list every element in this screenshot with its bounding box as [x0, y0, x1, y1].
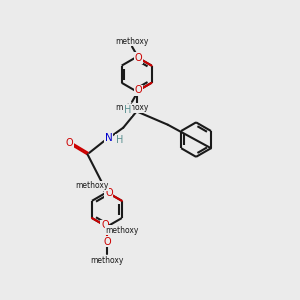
Text: O: O	[105, 188, 113, 198]
Text: H: H	[116, 135, 123, 145]
Text: methoxy: methoxy	[90, 256, 124, 265]
Text: H: H	[124, 105, 131, 115]
Text: O: O	[135, 85, 142, 95]
Text: methoxy: methoxy	[106, 226, 139, 235]
Text: O: O	[66, 138, 74, 148]
Text: methoxy: methoxy	[75, 181, 108, 190]
Text: O: O	[135, 53, 142, 63]
Text: N: N	[104, 133, 112, 143]
Text: O: O	[103, 236, 111, 247]
Text: methoxy: methoxy	[115, 103, 149, 112]
Text: O: O	[101, 220, 109, 230]
Text: methoxy: methoxy	[115, 37, 149, 46]
